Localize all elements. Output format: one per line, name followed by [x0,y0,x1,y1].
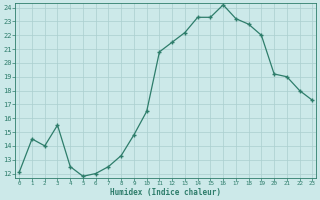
X-axis label: Humidex (Indice chaleur): Humidex (Indice chaleur) [110,188,221,197]
